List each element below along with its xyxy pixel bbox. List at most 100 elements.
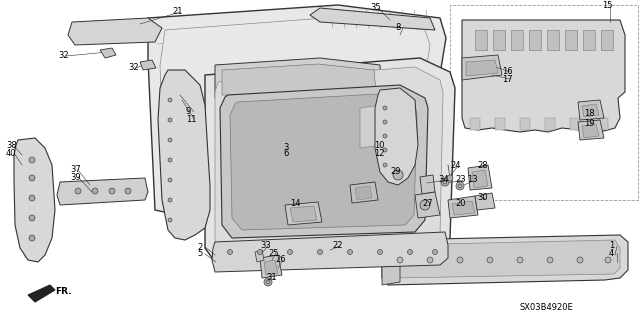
Text: 26: 26 <box>275 256 285 264</box>
Text: 30: 30 <box>477 194 488 203</box>
Polygon shape <box>222 64 376 98</box>
Polygon shape <box>382 242 400 285</box>
Text: 14: 14 <box>290 198 301 207</box>
Text: 1: 1 <box>609 241 614 250</box>
Polygon shape <box>205 58 455 262</box>
Circle shape <box>109 188 115 194</box>
Polygon shape <box>290 206 317 222</box>
Polygon shape <box>140 60 156 70</box>
Polygon shape <box>390 240 620 278</box>
Text: 35: 35 <box>370 4 381 12</box>
Text: 24: 24 <box>450 161 461 170</box>
Polygon shape <box>360 100 418 148</box>
Circle shape <box>75 188 81 194</box>
Polygon shape <box>475 193 495 210</box>
Polygon shape <box>448 196 478 218</box>
Circle shape <box>29 215 35 221</box>
Polygon shape <box>355 186 372 200</box>
Circle shape <box>420 200 430 210</box>
Text: 5: 5 <box>197 249 202 258</box>
Text: 17: 17 <box>502 75 513 84</box>
Text: 4: 4 <box>609 249 614 257</box>
Circle shape <box>408 249 413 255</box>
Circle shape <box>433 249 438 255</box>
Polygon shape <box>375 88 418 185</box>
Polygon shape <box>468 165 492 190</box>
Polygon shape <box>578 100 604 120</box>
Circle shape <box>168 98 172 102</box>
Polygon shape <box>148 5 446 225</box>
Polygon shape <box>520 118 530 130</box>
Circle shape <box>168 138 172 142</box>
Circle shape <box>605 257 611 263</box>
Text: 10: 10 <box>374 142 385 151</box>
Polygon shape <box>390 165 412 185</box>
Circle shape <box>348 249 353 255</box>
Text: 11: 11 <box>186 115 196 123</box>
Circle shape <box>458 184 462 188</box>
Text: 28: 28 <box>477 161 488 170</box>
Text: SX03B4920E: SX03B4920E <box>520 303 573 313</box>
Polygon shape <box>495 118 505 130</box>
Text: 15: 15 <box>602 2 612 11</box>
Polygon shape <box>212 232 448 272</box>
Text: 40: 40 <box>6 149 17 158</box>
Circle shape <box>92 188 98 194</box>
Circle shape <box>383 163 387 167</box>
Polygon shape <box>578 120 604 140</box>
Polygon shape <box>310 8 435 30</box>
Polygon shape <box>462 55 502 80</box>
Circle shape <box>517 257 523 263</box>
Polygon shape <box>475 30 487 50</box>
Text: 20: 20 <box>455 198 465 207</box>
Polygon shape <box>462 20 625 132</box>
Polygon shape <box>285 202 322 225</box>
Text: 32: 32 <box>58 51 68 61</box>
Circle shape <box>457 257 463 263</box>
Circle shape <box>168 178 172 182</box>
Text: 16: 16 <box>502 68 513 77</box>
Polygon shape <box>264 260 278 275</box>
Circle shape <box>287 249 292 255</box>
Text: 18: 18 <box>584 108 595 117</box>
Circle shape <box>456 182 464 190</box>
Circle shape <box>249 249 255 255</box>
Text: 31: 31 <box>266 273 276 283</box>
Polygon shape <box>160 18 430 210</box>
Polygon shape <box>472 170 488 188</box>
Polygon shape <box>466 60 498 76</box>
Circle shape <box>393 170 403 180</box>
Circle shape <box>443 180 447 184</box>
Circle shape <box>168 218 172 222</box>
Polygon shape <box>565 30 577 50</box>
Circle shape <box>383 106 387 110</box>
Text: 34: 34 <box>438 175 449 184</box>
Circle shape <box>29 235 35 241</box>
Circle shape <box>317 249 323 255</box>
Text: 12: 12 <box>374 149 385 158</box>
Polygon shape <box>420 175 435 194</box>
Text: 39: 39 <box>70 173 81 182</box>
Text: 27: 27 <box>422 199 433 209</box>
Text: 2: 2 <box>197 242 202 251</box>
Polygon shape <box>382 235 628 285</box>
Circle shape <box>397 257 403 263</box>
Circle shape <box>257 249 262 255</box>
Polygon shape <box>14 138 55 262</box>
Text: 21: 21 <box>172 8 182 17</box>
Polygon shape <box>545 118 555 130</box>
Circle shape <box>487 257 493 263</box>
Circle shape <box>447 175 453 181</box>
Polygon shape <box>415 192 440 218</box>
Circle shape <box>441 178 449 186</box>
Text: 33: 33 <box>260 241 271 250</box>
Text: 3: 3 <box>283 143 289 152</box>
Polygon shape <box>547 30 559 50</box>
Polygon shape <box>570 118 580 130</box>
Circle shape <box>125 188 131 194</box>
Polygon shape <box>220 85 428 238</box>
Text: 19: 19 <box>584 118 595 128</box>
Polygon shape <box>582 104 599 117</box>
Text: 29: 29 <box>390 167 401 175</box>
Text: 32: 32 <box>128 63 139 72</box>
